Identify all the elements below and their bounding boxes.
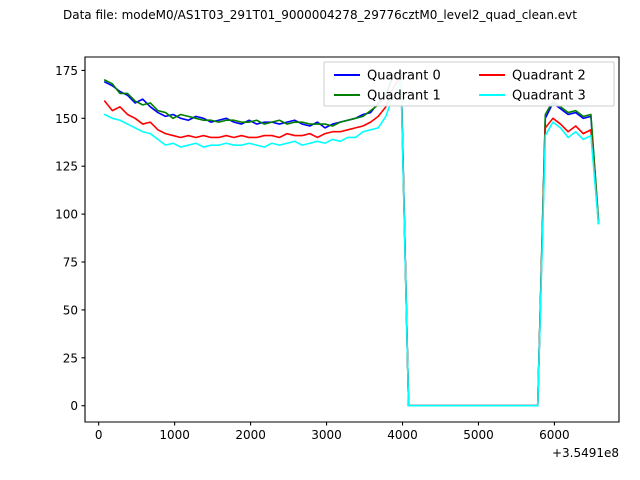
- series-line-quadrant-1: [103, 71, 600, 407]
- series-line-quadrant-0: [103, 69, 600, 407]
- series-line-quadrant-2: [103, 75, 600, 407]
- x-axis-offset-label: +3.5491e8: [552, 446, 619, 460]
- x-tick-label: 1000: [159, 428, 190, 442]
- x-tick-label: 5000: [463, 428, 494, 442]
- axes-frame: [84, 56, 620, 423]
- y-tick-label: 150: [55, 112, 78, 126]
- y-tick-label: 100: [55, 208, 78, 222]
- page-title: Data file: modeM0/AS1T03_291T01_90000042…: [63, 8, 577, 22]
- y-tick-label: 25: [63, 351, 78, 365]
- x-tick-label: 6000: [539, 428, 570, 442]
- legend-label-quadrant-0: Quadrant 0: [367, 69, 441, 84]
- series-line-quadrant-3: [103, 79, 600, 407]
- legend-label-quadrant-2: Quadrant 2: [512, 69, 586, 84]
- x-tick-label: 0: [95, 428, 103, 442]
- x-tick-label: 3000: [311, 428, 342, 442]
- y-tick-label: 0: [70, 399, 78, 413]
- y-tick-label: 75: [63, 256, 78, 270]
- data-series-group: [103, 69, 600, 407]
- y-tick-label: 175: [55, 64, 78, 78]
- y-tick-label: 125: [55, 160, 78, 174]
- legend-label-quadrant-1: Quadrant 1: [367, 89, 441, 104]
- legend-label-quadrant-3: Quadrant 3: [512, 89, 586, 104]
- y-tick-label: 50: [63, 303, 78, 317]
- legend-box: [323, 61, 615, 107]
- legend[interactable]: Quadrant 0 Quadrant 1 Quadrant 2 Quadrant 3: [323, 61, 615, 107]
- x-tick-label: 4000: [387, 428, 418, 442]
- x-tick-label: 2000: [235, 428, 266, 442]
- axes: 0 1000 2000 3000 4000 5000 6000 0 25 50 75 100 125 15…: [55, 56, 620, 460]
